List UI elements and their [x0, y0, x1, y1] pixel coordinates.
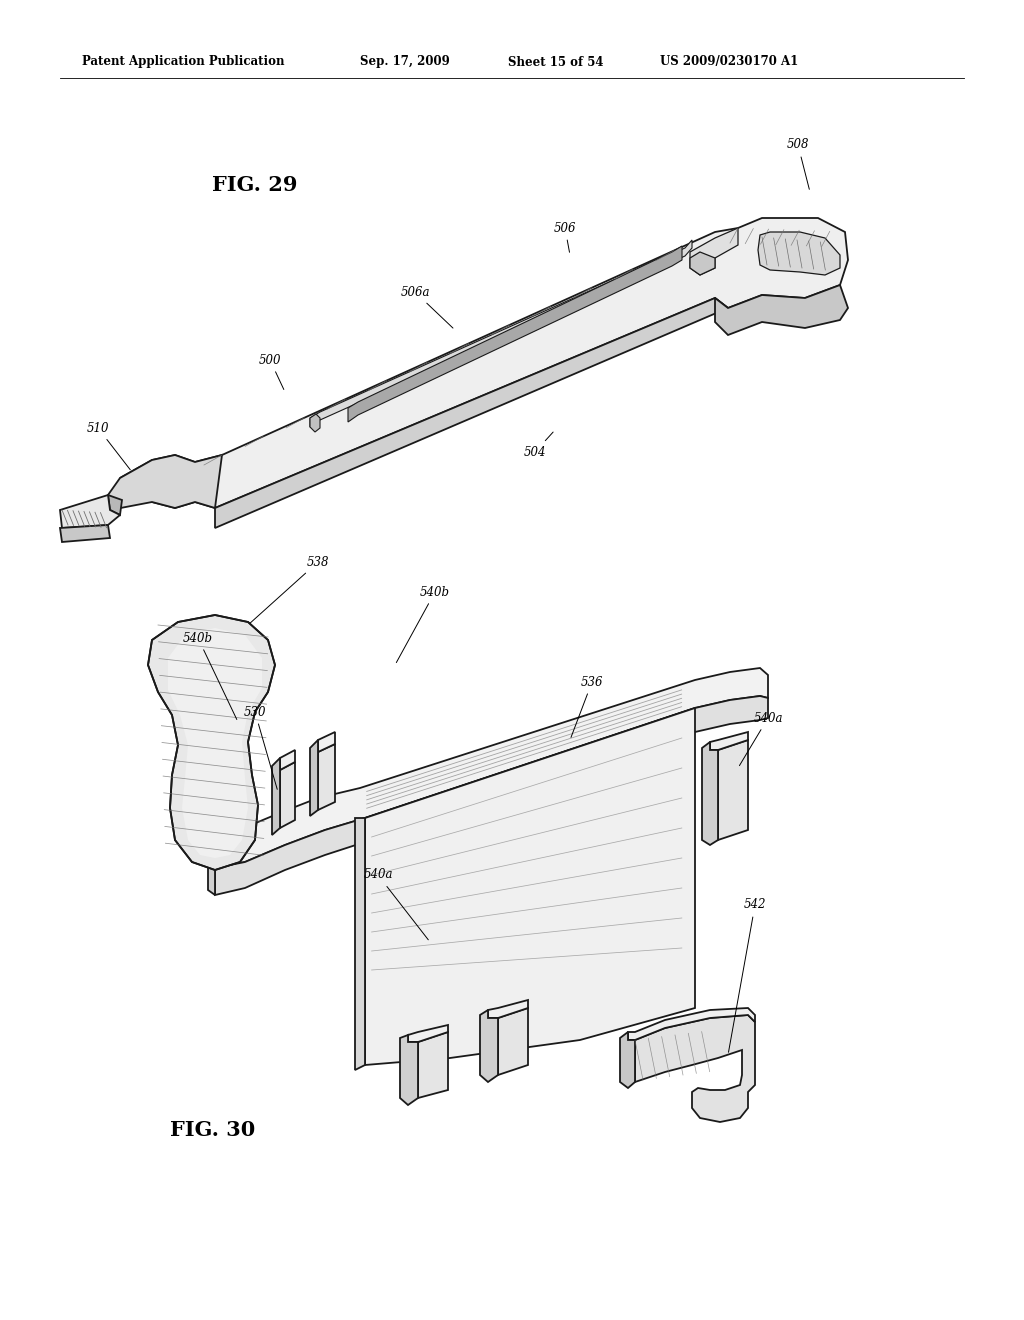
Polygon shape [148, 615, 275, 870]
Text: 540a: 540a [364, 869, 428, 940]
Polygon shape [348, 246, 682, 422]
Text: US 2009/0230170 A1: US 2009/0230170 A1 [660, 55, 799, 69]
Polygon shape [60, 525, 110, 543]
Polygon shape [280, 762, 295, 828]
Text: FIG. 30: FIG. 30 [170, 1119, 256, 1140]
Text: 504: 504 [523, 432, 553, 458]
Text: 510: 510 [87, 421, 130, 470]
Polygon shape [272, 758, 280, 836]
Polygon shape [418, 1032, 449, 1098]
Polygon shape [400, 1035, 418, 1105]
Text: 540a: 540a [739, 711, 782, 766]
Polygon shape [60, 495, 120, 528]
Polygon shape [635, 1015, 755, 1122]
Polygon shape [620, 1032, 635, 1088]
Polygon shape [690, 228, 738, 275]
Polygon shape [310, 240, 692, 426]
Text: 538: 538 [250, 556, 330, 623]
Text: 542: 542 [728, 899, 766, 1052]
Text: Sheet 15 of 54: Sheet 15 of 54 [508, 55, 603, 69]
Text: 536: 536 [571, 676, 603, 738]
Polygon shape [718, 741, 748, 840]
Polygon shape [120, 218, 848, 508]
Polygon shape [488, 1001, 528, 1018]
Polygon shape [365, 708, 695, 1065]
Polygon shape [715, 285, 848, 335]
Polygon shape [628, 1008, 755, 1040]
Polygon shape [318, 744, 335, 810]
Polygon shape [215, 298, 728, 528]
Polygon shape [215, 696, 768, 895]
Text: 506: 506 [554, 222, 577, 252]
Text: 506a: 506a [400, 285, 453, 329]
Polygon shape [710, 733, 748, 750]
Polygon shape [690, 252, 715, 275]
Polygon shape [215, 668, 768, 869]
Text: 500: 500 [259, 354, 284, 389]
Polygon shape [408, 1026, 449, 1041]
Text: Patent Application Publication: Patent Application Publication [82, 55, 285, 69]
Text: 530: 530 [244, 705, 278, 789]
Polygon shape [168, 628, 262, 858]
Polygon shape [280, 750, 295, 770]
Polygon shape [480, 1010, 498, 1082]
Polygon shape [758, 232, 840, 275]
Text: FIG. 29: FIG. 29 [212, 176, 298, 195]
Text: 508: 508 [786, 139, 809, 189]
Polygon shape [108, 455, 222, 510]
Text: 540b: 540b [396, 586, 450, 663]
Polygon shape [498, 1008, 528, 1074]
Polygon shape [702, 742, 718, 845]
Text: 540b: 540b [183, 631, 237, 719]
Text: Sep. 17, 2009: Sep. 17, 2009 [360, 55, 450, 69]
Polygon shape [310, 741, 318, 816]
Polygon shape [355, 818, 365, 1071]
Polygon shape [310, 414, 319, 432]
Polygon shape [208, 838, 215, 895]
Polygon shape [318, 733, 335, 752]
Polygon shape [108, 495, 122, 515]
